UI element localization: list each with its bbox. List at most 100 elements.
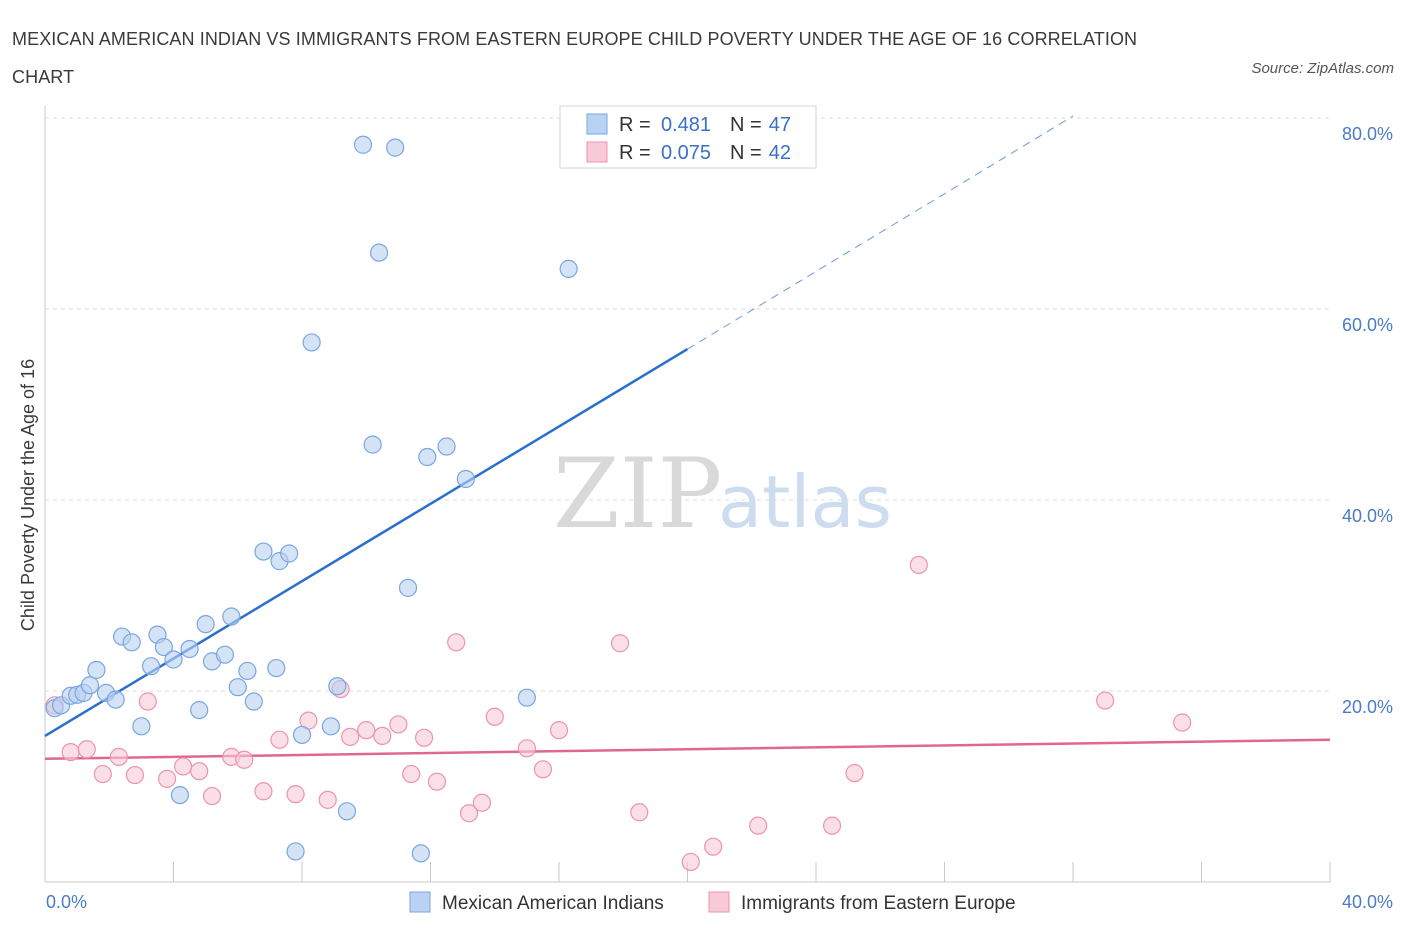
pink-point — [157, 769, 177, 788]
pink-point — [357, 721, 376, 740]
blue-point — [302, 333, 321, 352]
blue-point — [238, 661, 257, 681]
blue-point — [180, 639, 199, 659]
bottom-legend-swatch-pink — [708, 891, 730, 913]
blue-point — [280, 544, 299, 563]
y-tick-label: 40.0% — [1342, 506, 1393, 526]
pink-point — [138, 692, 157, 711]
blue-point — [244, 692, 263, 711]
watermark: ZIP atlas — [553, 438, 892, 550]
x-tick-label: 40.0% — [1342, 892, 1393, 912]
blue-point — [292, 725, 312, 745]
blue-point — [456, 469, 475, 489]
blue-point — [328, 677, 347, 696]
blue-point — [517, 688, 536, 707]
pink-point — [749, 816, 768, 835]
bottom-legend-label: Mexican American Indians — [442, 893, 664, 914]
pink-trend-line — [44, 738, 1331, 761]
blue-point — [122, 633, 141, 652]
blue-point — [170, 785, 190, 805]
legend-swatch-pink — [586, 141, 608, 163]
pink-point — [845, 764, 864, 783]
legend-r-value: 0.075 — [661, 142, 711, 164]
pink-point — [174, 757, 193, 776]
blue-point — [418, 447, 437, 467]
pink-point — [427, 772, 447, 791]
blue-point — [254, 542, 273, 561]
blue-point — [559, 259, 578, 278]
pink-point — [389, 715, 408, 734]
blue-point — [286, 842, 305, 861]
axes — [44, 106, 1331, 883]
blue-point — [87, 660, 106, 680]
y-tick-label: 60.0% — [1342, 315, 1393, 335]
pink-point — [610, 634, 630, 653]
pink-point — [704, 837, 723, 856]
y-tick-labels: 20.0% 40.0% 60.0% 80.0% — [1342, 124, 1393, 717]
blue-point — [411, 844, 430, 863]
blue-point — [363, 435, 382, 454]
legend-n-label: N = — [730, 142, 762, 164]
blue-point — [164, 650, 183, 669]
y-axis-label: Child Poverty Under the Age of 16 — [18, 359, 38, 631]
blue-point — [437, 437, 456, 456]
pink-point — [549, 721, 569, 740]
pink-point — [909, 555, 928, 575]
pink-point — [341, 727, 360, 746]
blue-point — [80, 676, 100, 695]
blue-point — [141, 657, 161, 676]
blue-point — [321, 717, 341, 736]
bottom-legend: Mexican American Indians Immigrants from … — [409, 891, 1016, 914]
blue-point — [196, 615, 215, 634]
x-tick-label: 0.0% — [46, 892, 87, 912]
x-tick-labels: 0.0% 40.0% — [46, 892, 1393, 912]
pink-point — [1173, 713, 1192, 732]
blue-point — [190, 700, 209, 720]
legend-swatch-blue — [586, 113, 608, 135]
legend-n-label: N = — [730, 114, 762, 136]
pink-point — [286, 785, 305, 804]
y-tick-label: 20.0% — [1342, 697, 1393, 717]
blue-point — [132, 717, 151, 736]
blue-point — [353, 135, 373, 154]
data-points — [45, 135, 1192, 872]
blue-point — [154, 637, 173, 657]
blue-trend-extension — [687, 115, 1074, 350]
pink-point — [373, 726, 392, 745]
pink-point — [93, 764, 112, 784]
pink-point — [61, 743, 80, 762]
blue-point — [222, 607, 241, 626]
bottom-legend-label: Immigrants from Eastern Europe — [741, 893, 1016, 914]
watermark-zip: ZIP — [553, 438, 722, 550]
legend: R = 0.481 N = 47 R = 0.075 N = 42 — [559, 105, 817, 169]
legend-n-value: 47 — [769, 114, 791, 136]
pink-point — [822, 816, 842, 835]
legend-r-label: R = — [619, 114, 651, 136]
pink-point — [485, 707, 504, 726]
grid-lines — [45, 117, 1330, 692]
pink-point — [472, 793, 491, 812]
pink-point — [681, 852, 700, 872]
pink-point — [630, 803, 649, 822]
pink-point — [447, 633, 466, 652]
pink-point — [270, 730, 289, 749]
legend-r-value: 0.481 — [661, 114, 711, 136]
pink-point — [414, 728, 434, 747]
blue-point — [337, 802, 357, 821]
blue-point — [106, 690, 125, 709]
watermark-atlas: atlas — [718, 460, 892, 544]
pink-point — [517, 739, 536, 758]
pink-point — [533, 760, 553, 779]
y-tick-label: 80.0% — [1342, 124, 1393, 144]
blue-point — [228, 678, 247, 697]
legend-r-label: R = — [619, 142, 651, 164]
pink-point — [318, 790, 337, 809]
blue-point — [386, 138, 405, 157]
pink-point — [402, 764, 421, 784]
chart-title: MEXICAN AMERICAN INDIAN VS IMMIGRANTS FR… — [12, 29, 1138, 87]
blue-point — [215, 645, 234, 664]
blue-point — [398, 578, 418, 597]
pink-point — [459, 804, 479, 823]
pink-point — [254, 782, 273, 801]
